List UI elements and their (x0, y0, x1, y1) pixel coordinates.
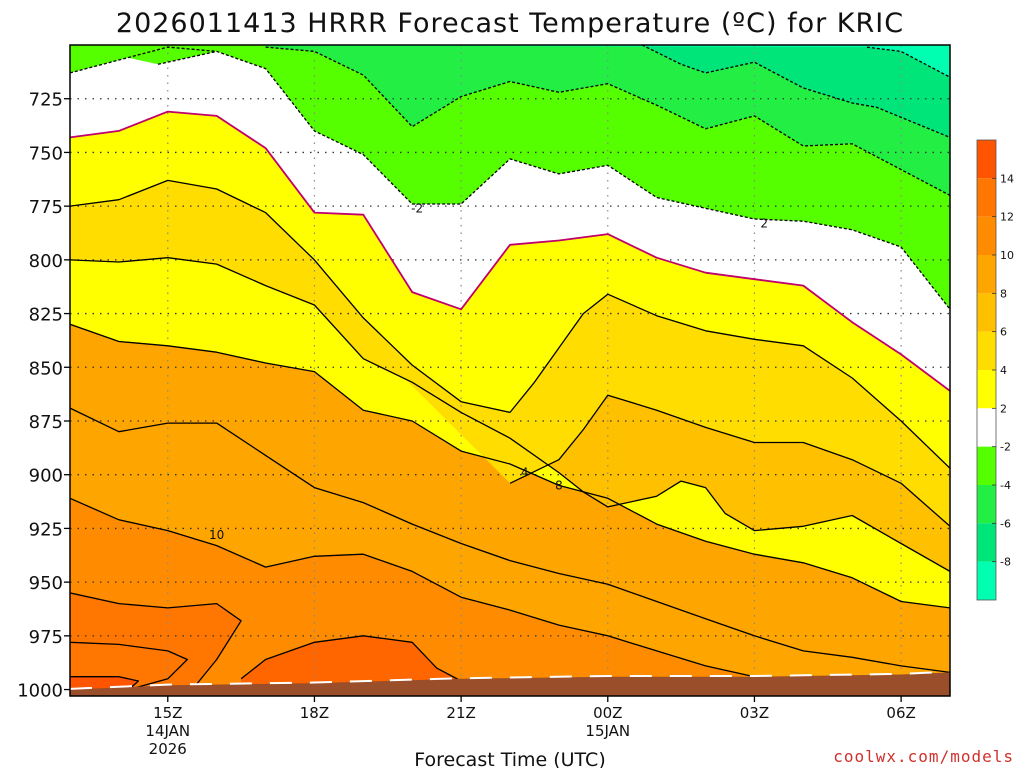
fill-band-minus-6-8 (70, 45, 950, 138)
fill-band-4-6-left (70, 180, 510, 439)
contour-label: -2 (411, 201, 423, 215)
contour-line-4 (509, 394, 950, 527)
contour-label: 8 (555, 478, 563, 492)
colorbar-label: 6 (1000, 326, 1007, 339)
y-tick-label: 875 (29, 412, 63, 433)
contour-line-10 (70, 407, 950, 674)
fill-band-10-12 (70, 498, 950, 696)
contour-line-6 (70, 257, 950, 572)
y-tick-label: 750 (29, 143, 63, 164)
y-tick-label: 975 (29, 627, 63, 648)
colorbar-label: -2 (1000, 441, 1011, 454)
contour-line-minus-4 (157, 50, 217, 65)
y-tick-label: 775 (29, 197, 63, 218)
contour-line-minus-6 (641, 45, 950, 139)
colorbar-segment (977, 293, 996, 332)
colorbar-label: 10 (1000, 249, 1014, 262)
contour-line-2 (70, 110, 950, 392)
contour-line-12 (70, 592, 242, 691)
y-axis: 725 750 775 800 825 850 875 900 925 950 975 1000 (17, 90, 70, 702)
contour-line-minus-8 (866, 46, 950, 78)
x-tick-label: 03Z (740, 704, 769, 722)
y-tick-label: 850 (29, 358, 63, 379)
x-axis-label: Forecast Time (UTC) (414, 749, 605, 768)
contour-label: 2 (760, 216, 768, 230)
colorbar-segment (977, 331, 996, 370)
plot-frame (69, 44, 951, 697)
x-tick-label: 06Z (886, 704, 915, 722)
contour-line-8 (70, 323, 950, 609)
y-tick-label: 950 (29, 573, 63, 594)
x-date-label: 14JAN (145, 722, 190, 740)
colorbar-label: 12 (1000, 211, 1014, 224)
chart-title: 2026011413 HRRR Forecast Temperature (ºC… (116, 8, 904, 39)
y-tick-label: 900 (29, 466, 63, 487)
colorbar-label: -8 (1000, 556, 1011, 569)
y-tick-label: 825 (29, 305, 63, 326)
y-tick-label: 725 (29, 90, 63, 111)
contour-line-14 (70, 676, 140, 691)
credit-text: coolwx.com/models (833, 747, 1014, 766)
colorbar-label: 14 (1000, 172, 1014, 185)
temperature-fill-bands (70, 45, 950, 696)
plot-area (70, 45, 950, 696)
contour-line-minus-2 (70, 46, 950, 310)
colorbar-segment (977, 561, 996, 600)
colorbar-segment (977, 523, 996, 562)
colorbar-segment (977, 446, 996, 485)
contour-line-4 (70, 179, 950, 469)
colorbar-segment (977, 255, 996, 294)
colorbar-label: -6 (1000, 517, 1011, 530)
colorbar-label: 2 (1000, 402, 1007, 415)
x-date-label: 15JAN (585, 722, 630, 740)
colorbar-segment (977, 370, 996, 409)
contour-label: 10 (209, 528, 224, 542)
colorbar-label: -4 (1000, 479, 1011, 492)
fill-band-top-left (70, 45, 266, 65)
ground-surface (70, 670, 950, 696)
x-tick-label: 15Z (153, 704, 182, 722)
fill-band-12-14-center (241, 635, 550, 696)
colorbar-segment (977, 485, 996, 524)
contour-label: 4 (521, 466, 529, 480)
contour-labels: -2 2 4 8 10 (209, 201, 768, 542)
colorbar-label: 4 (1000, 364, 1007, 377)
colorbar-label: 8 (1000, 287, 1007, 300)
colorbar-segment (977, 216, 996, 255)
x-tick-label: 00Z (593, 704, 622, 722)
y-tick-label: 800 (29, 251, 63, 272)
ground-edge (70, 670, 950, 690)
y-tick-label: 925 (29, 519, 63, 540)
y-tick-label: 1000 (17, 681, 63, 702)
colorbar-segment (977, 178, 996, 217)
colorbar: 14 12 10 8 6 4 2 -2 -4 -6 -8 (976, 139, 1014, 601)
colorbar-segment (977, 408, 996, 447)
x-year-label: 2026 (149, 740, 187, 758)
x-tick-label: 21Z (446, 704, 475, 722)
colorbar-segment (977, 140, 996, 179)
fill-band-minus-4-6 (70, 45, 950, 196)
contour-line-minus-4 (265, 46, 950, 196)
ground-fill (70, 672, 950, 696)
x-tick-label: 18Z (300, 704, 329, 722)
contour-line-12 (70, 641, 188, 691)
